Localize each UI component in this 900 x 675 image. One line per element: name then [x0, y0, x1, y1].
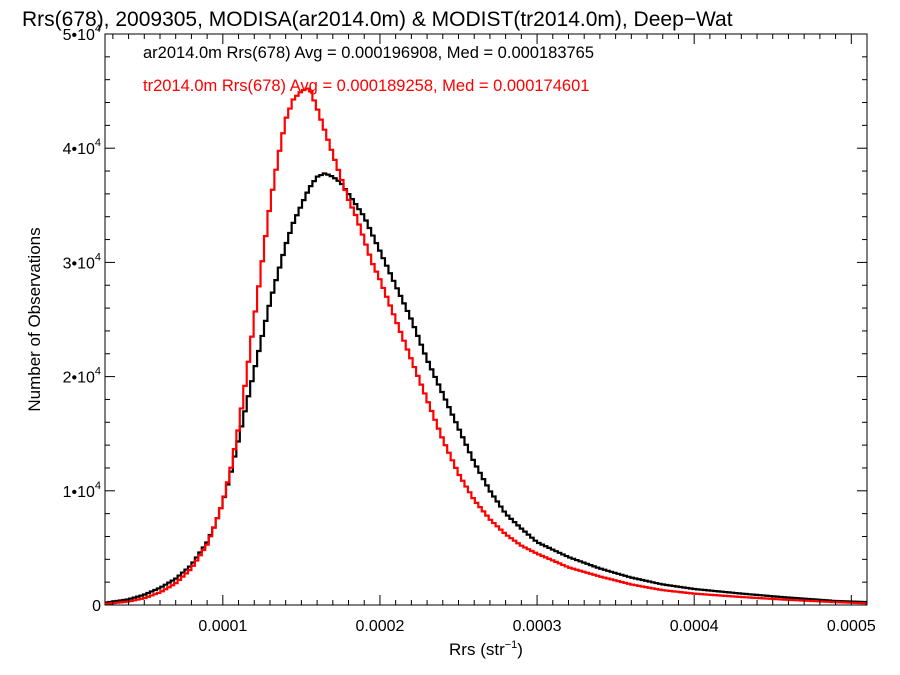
legend-entry-1: ar2014.0m Rrs(678) Avg = 0.000196908, Me… [143, 44, 594, 62]
x-tick-label: 0.0003 [513, 618, 562, 635]
chart-title: Rrs(678), 2009305, MODISA(ar2014.0m) & M… [22, 8, 733, 31]
series-line-1 [105, 172, 867, 604]
x-axis-label: Rrs (str−1) [449, 639, 523, 659]
y-tick-label: 3•104 [63, 251, 101, 272]
y-tick-label: 1•104 [63, 480, 101, 501]
series-line-2 [105, 87, 867, 605]
legend: ar2014.0m Rrs(678) Avg = 0.000196908, Me… [143, 44, 594, 95]
y-tick-label: 0 [92, 598, 101, 615]
legend-entry-2: tr2014.0m Rrs(678) Avg = 0.000189258, Me… [143, 77, 589, 95]
y-tick-label: 2•104 [63, 366, 101, 387]
y-axis-label: Number of Observations [25, 227, 44, 411]
x-tick-label: 0.0004 [670, 618, 719, 635]
series-layer [105, 87, 867, 605]
y-tick-label: 4•104 [63, 137, 101, 158]
y-tick-label: 5•104 [63, 23, 101, 44]
x-tick-label: 0.0005 [827, 618, 876, 635]
x-axis: 0.0001 0.0002 0.0003 0.0004 0.0005 [112, 34, 876, 635]
y-axis: 0 1•104 2•104 3•104 4•104 5•104 [63, 23, 867, 615]
plot-frame [104, 33, 868, 606]
x-tick-label: 0.0002 [355, 618, 404, 635]
x-tick-label: 0.0001 [198, 618, 247, 635]
